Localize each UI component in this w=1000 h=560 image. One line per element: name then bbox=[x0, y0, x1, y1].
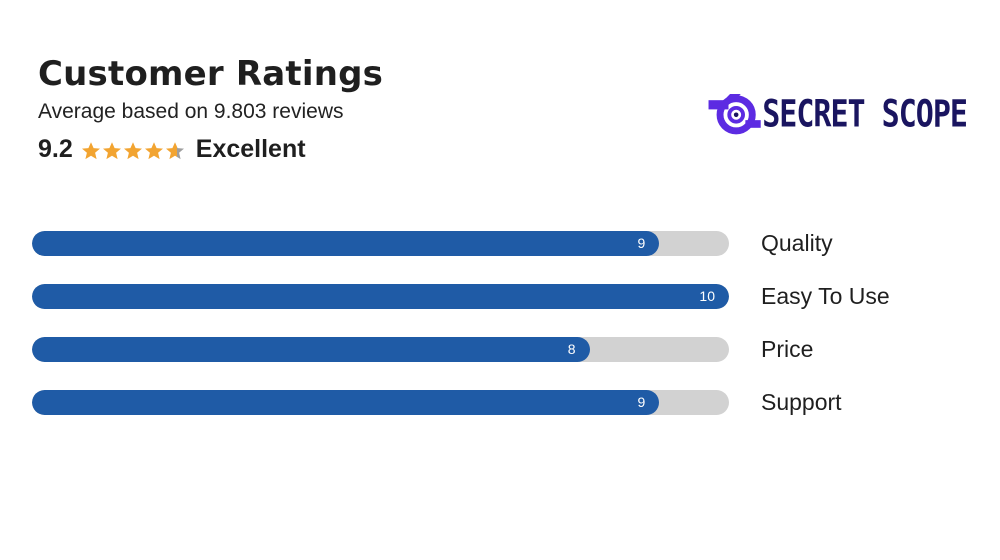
rating-value: 9 bbox=[637, 235, 646, 251]
page-title: Customer Ratings bbox=[38, 54, 384, 94]
rating-bar-track: 8 bbox=[32, 337, 729, 362]
rating-value: 10 bbox=[699, 288, 715, 304]
reviews-summary: Average based on 9.803 reviews bbox=[38, 100, 344, 123]
brand-name: SECRET SCOPE bbox=[762, 92, 968, 136]
rating-bar-fill: 9 bbox=[32, 231, 660, 256]
rating-bar-fill: 10 bbox=[32, 284, 729, 309]
brand-logo: SECRET SCOPE bbox=[707, 84, 968, 144]
overall-score-row: 9.2 Excellent bbox=[38, 134, 383, 164]
rating-value: 9 bbox=[637, 394, 646, 410]
rating-row: 10 Easy To Use bbox=[32, 283, 932, 310]
overall-score: 9.2 bbox=[38, 134, 73, 163]
star-icon bbox=[102, 141, 121, 159]
rating-label: Support bbox=[761, 389, 842, 415]
rating-verdict: Excellent bbox=[195, 134, 306, 163]
rating-row: 9 Quality bbox=[32, 230, 932, 257]
rating-bar-fill: 9 bbox=[32, 390, 660, 415]
star-icon bbox=[123, 141, 142, 159]
rating-bar-fill: 8 bbox=[32, 337, 590, 362]
star-icon bbox=[81, 141, 100, 159]
rating-bar-track: 9 bbox=[32, 231, 729, 256]
star-icon bbox=[144, 141, 163, 159]
rating-label: Price bbox=[761, 336, 814, 362]
rating-bar-track: 9 bbox=[32, 390, 729, 415]
rating-bar-track: 10 bbox=[32, 284, 729, 309]
star-rating bbox=[81, 141, 186, 161]
ratings-header: Customer Ratings Average based on 9.803 … bbox=[38, 52, 383, 164]
rating-label: Easy To Use bbox=[761, 283, 890, 309]
star-icon bbox=[165, 141, 184, 159]
category-ratings: 9 Quality 10 Easy To Use 8 Price 9 Support bbox=[32, 230, 932, 442]
rating-row: 9 Support bbox=[32, 389, 932, 416]
rating-label: Quality bbox=[761, 230, 833, 256]
rating-row: 8 Price bbox=[32, 336, 932, 363]
eye-lens-icon bbox=[708, 94, 761, 135]
rating-value: 8 bbox=[567, 341, 576, 357]
